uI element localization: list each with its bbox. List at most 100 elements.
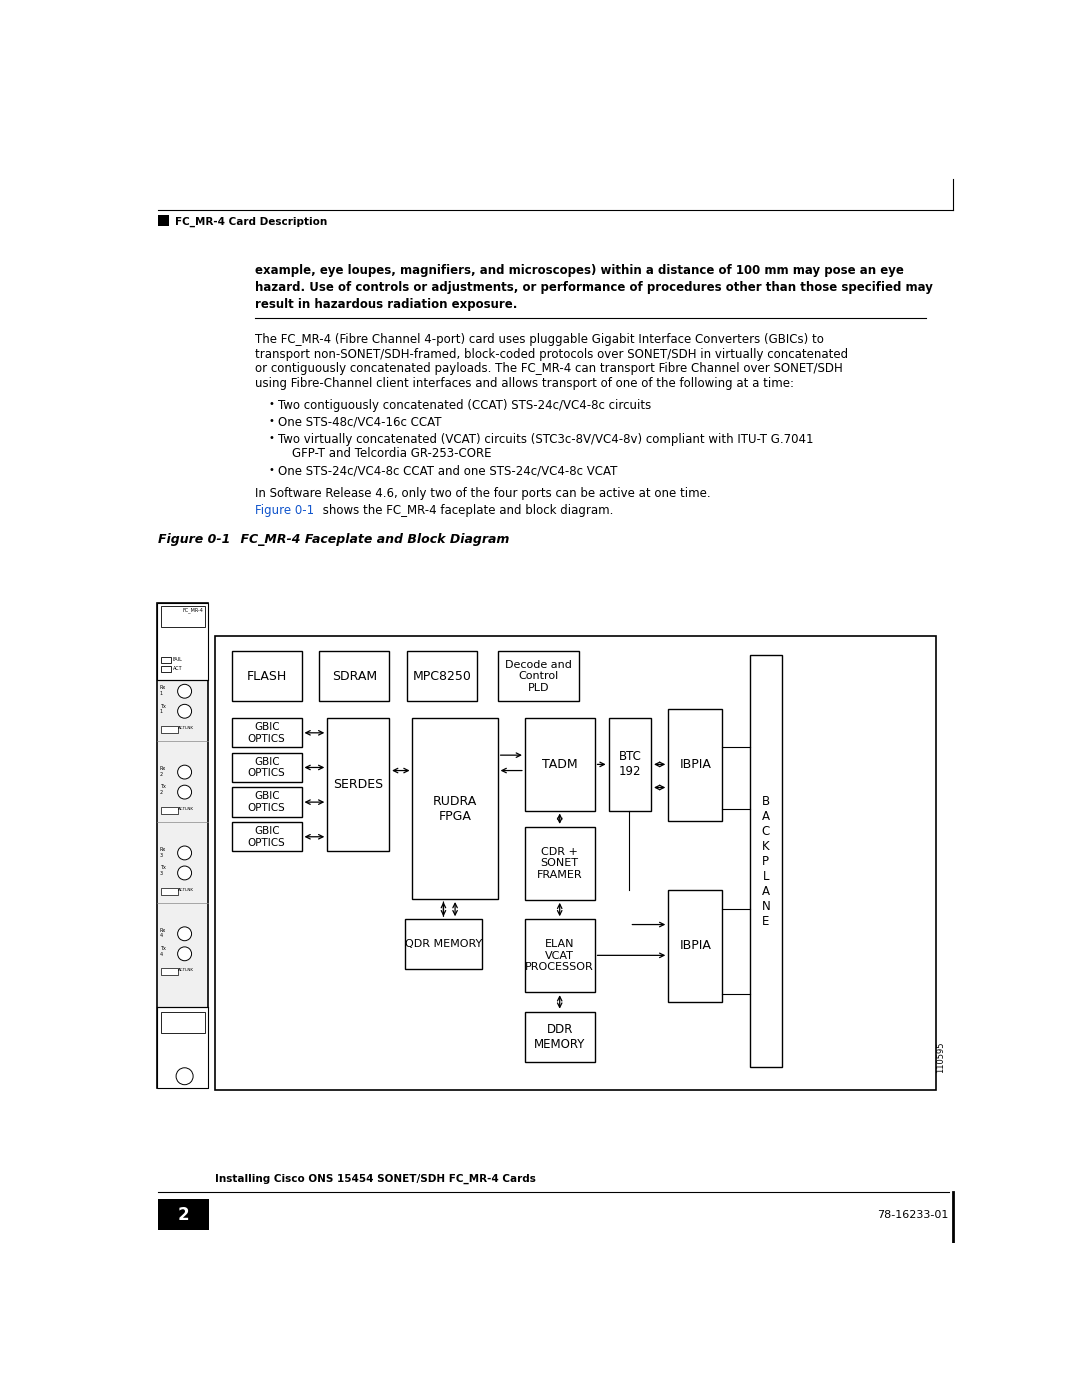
Bar xyxy=(159,215,170,226)
Text: ELAN
VCAT
PROCESSOR: ELAN VCAT PROCESSOR xyxy=(525,939,594,972)
Text: transport non-SONET/SDH-framed, block-coded protocols over SONET/SDH in virtuall: transport non-SONET/SDH-framed, block-co… xyxy=(255,348,848,360)
Text: •: • xyxy=(268,415,274,426)
Text: ACT: ACT xyxy=(173,666,183,671)
Text: Figure 0-1: Figure 0-1 xyxy=(159,534,231,546)
Text: Two contiguously concatenated (CCAT) STS-24c/VC4-8c circuits: Two contiguously concatenated (CCAT) STS… xyxy=(279,398,651,412)
Text: The FC_MR-4 (Fibre Channel 4-port) card uses pluggable Gigabit Interface Convert: The FC_MR-4 (Fibre Channel 4-port) card … xyxy=(255,334,824,346)
Text: or contiguously concatenated payloads. The FC_MR-4 can transport Fibre Channel o: or contiguously concatenated payloads. T… xyxy=(255,362,842,376)
Text: 2: 2 xyxy=(177,1206,189,1224)
Text: One STS-48c/VC4-16c CCAT: One STS-48c/VC4-16c CCAT xyxy=(279,415,442,429)
Bar xyxy=(405,919,482,970)
Text: GBIC
OPTICS: GBIC OPTICS xyxy=(248,757,285,778)
Text: In Software Release 4.6, only two of the four ports can be active at one time.: In Software Release 4.6, only two of the… xyxy=(255,488,711,500)
Bar xyxy=(525,919,595,992)
Text: Rx
1: Rx 1 xyxy=(160,685,166,696)
Text: ACTLNK: ACTLNK xyxy=(178,806,194,810)
Text: One STS-24c/VC4-8c CCAT and one STS-24c/VC4-8c VCAT: One STS-24c/VC4-8c CCAT and one STS-24c/… xyxy=(279,465,618,478)
Bar xyxy=(413,718,498,900)
Text: GBIC
OPTICS: GBIC OPTICS xyxy=(248,722,285,743)
Circle shape xyxy=(176,1067,193,1084)
Text: example, eye loupes, magnifiers, and microscopes) within a distance of 100 mm ma: example, eye loupes, magnifiers, and mic… xyxy=(255,264,904,277)
Bar xyxy=(161,806,177,813)
Bar xyxy=(161,968,177,975)
Text: BTC
192: BTC 192 xyxy=(619,750,642,778)
Bar xyxy=(232,823,301,851)
Text: QDR MEMORY: QDR MEMORY xyxy=(405,939,482,949)
Text: Tx
2: Tx 2 xyxy=(160,784,165,795)
Bar xyxy=(161,666,172,672)
Text: Figure 0-1: Figure 0-1 xyxy=(255,504,314,517)
Text: hazard. Use of controls or adjustments, or performance of procedures other than : hazard. Use of controls or adjustments, … xyxy=(255,281,933,293)
Text: 110595: 110595 xyxy=(936,1041,945,1073)
Text: SDRAM: SDRAM xyxy=(332,669,377,683)
Circle shape xyxy=(177,704,191,718)
Text: FC_MR-4 Faceplate and Block Diagram: FC_MR-4 Faceplate and Block Diagram xyxy=(222,534,509,546)
Text: GBIC
OPTICS: GBIC OPTICS xyxy=(248,826,285,848)
Text: GFP-T and Telcordia GR-253-CORE: GFP-T and Telcordia GR-253-CORE xyxy=(293,447,491,460)
Text: SERDES: SERDES xyxy=(333,778,383,791)
Bar xyxy=(750,655,782,1067)
Text: result in hazardous radiation exposure.: result in hazardous radiation exposure. xyxy=(255,298,517,310)
Bar xyxy=(525,718,595,810)
Bar xyxy=(161,1011,205,1034)
Circle shape xyxy=(177,766,191,780)
Bar xyxy=(232,651,301,701)
Text: Rx
2: Rx 2 xyxy=(160,766,166,777)
Text: ACTLNK: ACTLNK xyxy=(178,968,194,972)
Text: IBPIA: IBPIA xyxy=(679,939,712,953)
Text: DDR
MEMORY: DDR MEMORY xyxy=(534,1023,585,1051)
Bar xyxy=(159,1200,208,1231)
Text: FLASH: FLASH xyxy=(246,669,287,683)
Bar xyxy=(158,1007,207,1088)
Text: Decode and
Control
PLD: Decode and Control PLD xyxy=(505,659,571,693)
Text: ACTLNK: ACTLNK xyxy=(178,887,194,891)
Text: using Fibre-Channel client interfaces and allows transport of one of the followi: using Fibre-Channel client interfaces an… xyxy=(255,377,794,390)
Bar xyxy=(232,753,301,782)
Circle shape xyxy=(177,847,191,861)
Bar xyxy=(158,602,207,1088)
Text: MPC8250: MPC8250 xyxy=(413,669,471,683)
Text: RUDRA
FPGA: RUDRA FPGA xyxy=(433,795,477,823)
Bar xyxy=(161,726,177,733)
Text: IBPIA: IBPIA xyxy=(679,759,712,771)
Circle shape xyxy=(177,947,191,961)
Text: TADM: TADM xyxy=(542,759,578,771)
Text: Tx
3: Tx 3 xyxy=(160,865,165,876)
Bar xyxy=(525,827,595,900)
Bar xyxy=(158,602,207,680)
Bar xyxy=(525,1011,595,1062)
Text: FAIL: FAIL xyxy=(173,657,183,662)
Bar xyxy=(669,890,723,1002)
Circle shape xyxy=(177,926,191,940)
Text: GBIC
OPTICS: GBIC OPTICS xyxy=(248,791,285,813)
Text: Installing Cisco ONS 15454 SONET/SDH FC_MR-4 Cards: Installing Cisco ONS 15454 SONET/SDH FC_… xyxy=(215,1173,536,1185)
Text: •: • xyxy=(268,433,274,443)
Text: ACTLNK: ACTLNK xyxy=(178,726,194,729)
Bar xyxy=(215,636,935,1090)
Text: Rx
3: Rx 3 xyxy=(160,847,166,858)
Text: B
A
C
K
P
L
A
N
E: B A C K P L A N E xyxy=(761,795,770,928)
Bar xyxy=(161,887,177,894)
Circle shape xyxy=(177,785,191,799)
Text: CDR +
SONET
FRAMER: CDR + SONET FRAMER xyxy=(537,847,582,880)
Text: Tx
4: Tx 4 xyxy=(160,946,165,957)
Bar xyxy=(232,718,301,747)
Text: 78-16233-01: 78-16233-01 xyxy=(877,1210,948,1220)
Bar xyxy=(608,718,651,810)
Bar xyxy=(320,651,389,701)
Bar xyxy=(407,651,476,701)
Text: Two virtually concatenated (VCAT) circuits (STC3c-8V/VC4-8v) compliant with ITU-: Two virtually concatenated (VCAT) circui… xyxy=(279,433,814,446)
Text: FC_MR-4: FC_MR-4 xyxy=(183,608,203,613)
Bar xyxy=(498,651,579,701)
Text: •: • xyxy=(268,398,274,409)
Bar xyxy=(232,788,301,817)
Circle shape xyxy=(177,866,191,880)
Text: FC_MR-4 Card Description: FC_MR-4 Card Description xyxy=(175,217,327,228)
Text: shows the FC_MR-4 faceplate and block diagram.: shows the FC_MR-4 faceplate and block di… xyxy=(320,504,613,517)
Bar xyxy=(327,718,389,851)
Text: Rx
4: Rx 4 xyxy=(160,928,166,939)
Bar xyxy=(161,606,205,627)
Circle shape xyxy=(177,685,191,698)
Bar xyxy=(161,657,172,662)
Text: Tx
1: Tx 1 xyxy=(160,704,165,714)
